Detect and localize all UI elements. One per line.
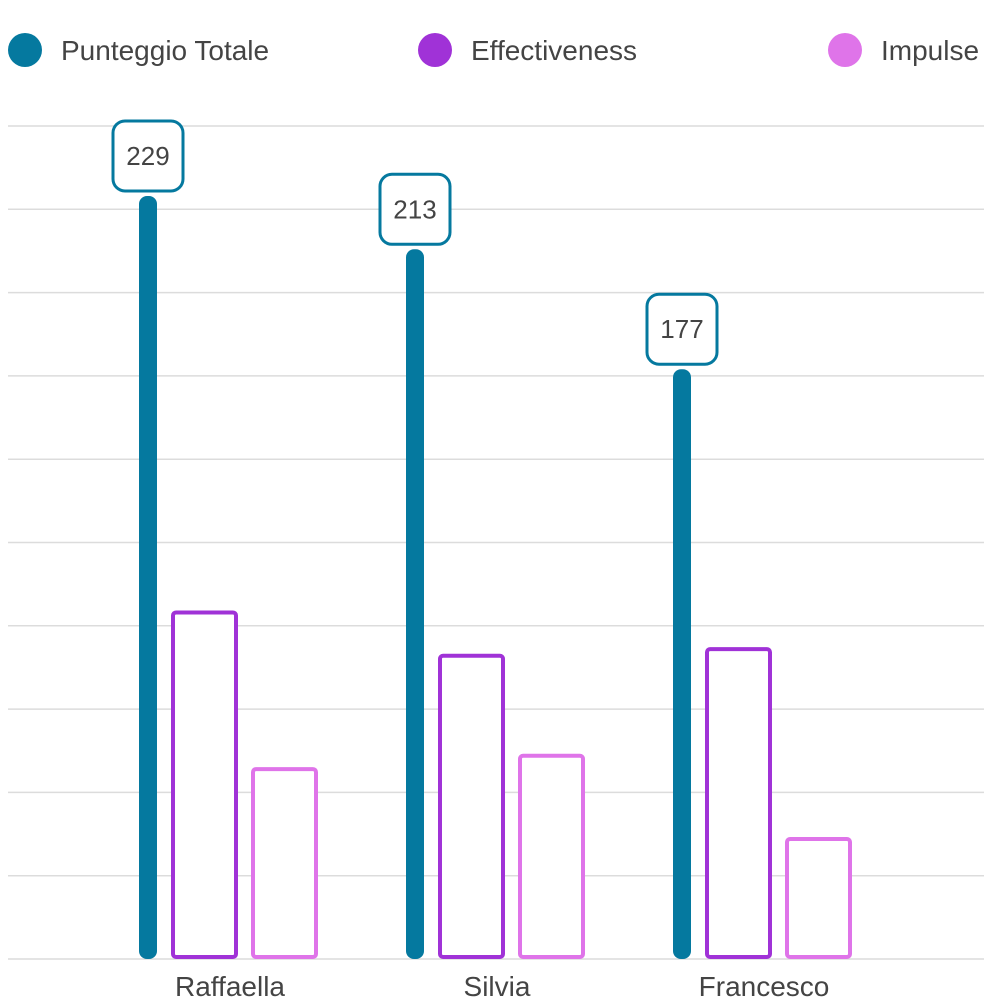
legend-marker-0	[8, 33, 42, 67]
bar-raffaella-total	[139, 195, 157, 960]
bar-raffaella-effectiveness	[171, 610, 238, 959]
x-tick-label-2: Francesco	[699, 971, 830, 1000]
bar-francesco-impulse	[785, 837, 852, 959]
legend-label-2: Impulse	[881, 35, 979, 66]
bars	[139, 195, 852, 960]
x-tick-label-0: Raffaella	[175, 971, 285, 1000]
legend-marker-2	[828, 33, 862, 67]
value-labels: 229 213 177	[111, 119, 719, 366]
value-label-2: 177	[660, 314, 703, 344]
bar-silvia-effectiveness	[438, 653, 505, 960]
bar-francesco-total	[673, 369, 691, 960]
bar-raffaella-impulse	[251, 767, 318, 959]
legend-label-0: Punteggio Totale	[61, 35, 269, 66]
x-tick-label-1: Silvia	[464, 971, 531, 1000]
bar-silvia-impulse	[518, 753, 585, 959]
legend: Punteggio Totale Effectiveness Impulse	[8, 33, 979, 67]
value-label-box-0	[111, 119, 185, 193]
value-label-0: 229	[126, 141, 169, 171]
x-axis: Raffaella Silvia Francesco	[175, 971, 829, 1000]
bar-silvia-total	[406, 249, 424, 959]
legend-label-1: Effectiveness	[471, 35, 637, 66]
bar-francesco-effectiveness	[705, 647, 772, 960]
value-label-1: 213	[393, 194, 436, 224]
value-label-box-1	[378, 172, 452, 246]
legend-marker-1	[418, 33, 452, 67]
value-label-box-2	[645, 292, 719, 366]
